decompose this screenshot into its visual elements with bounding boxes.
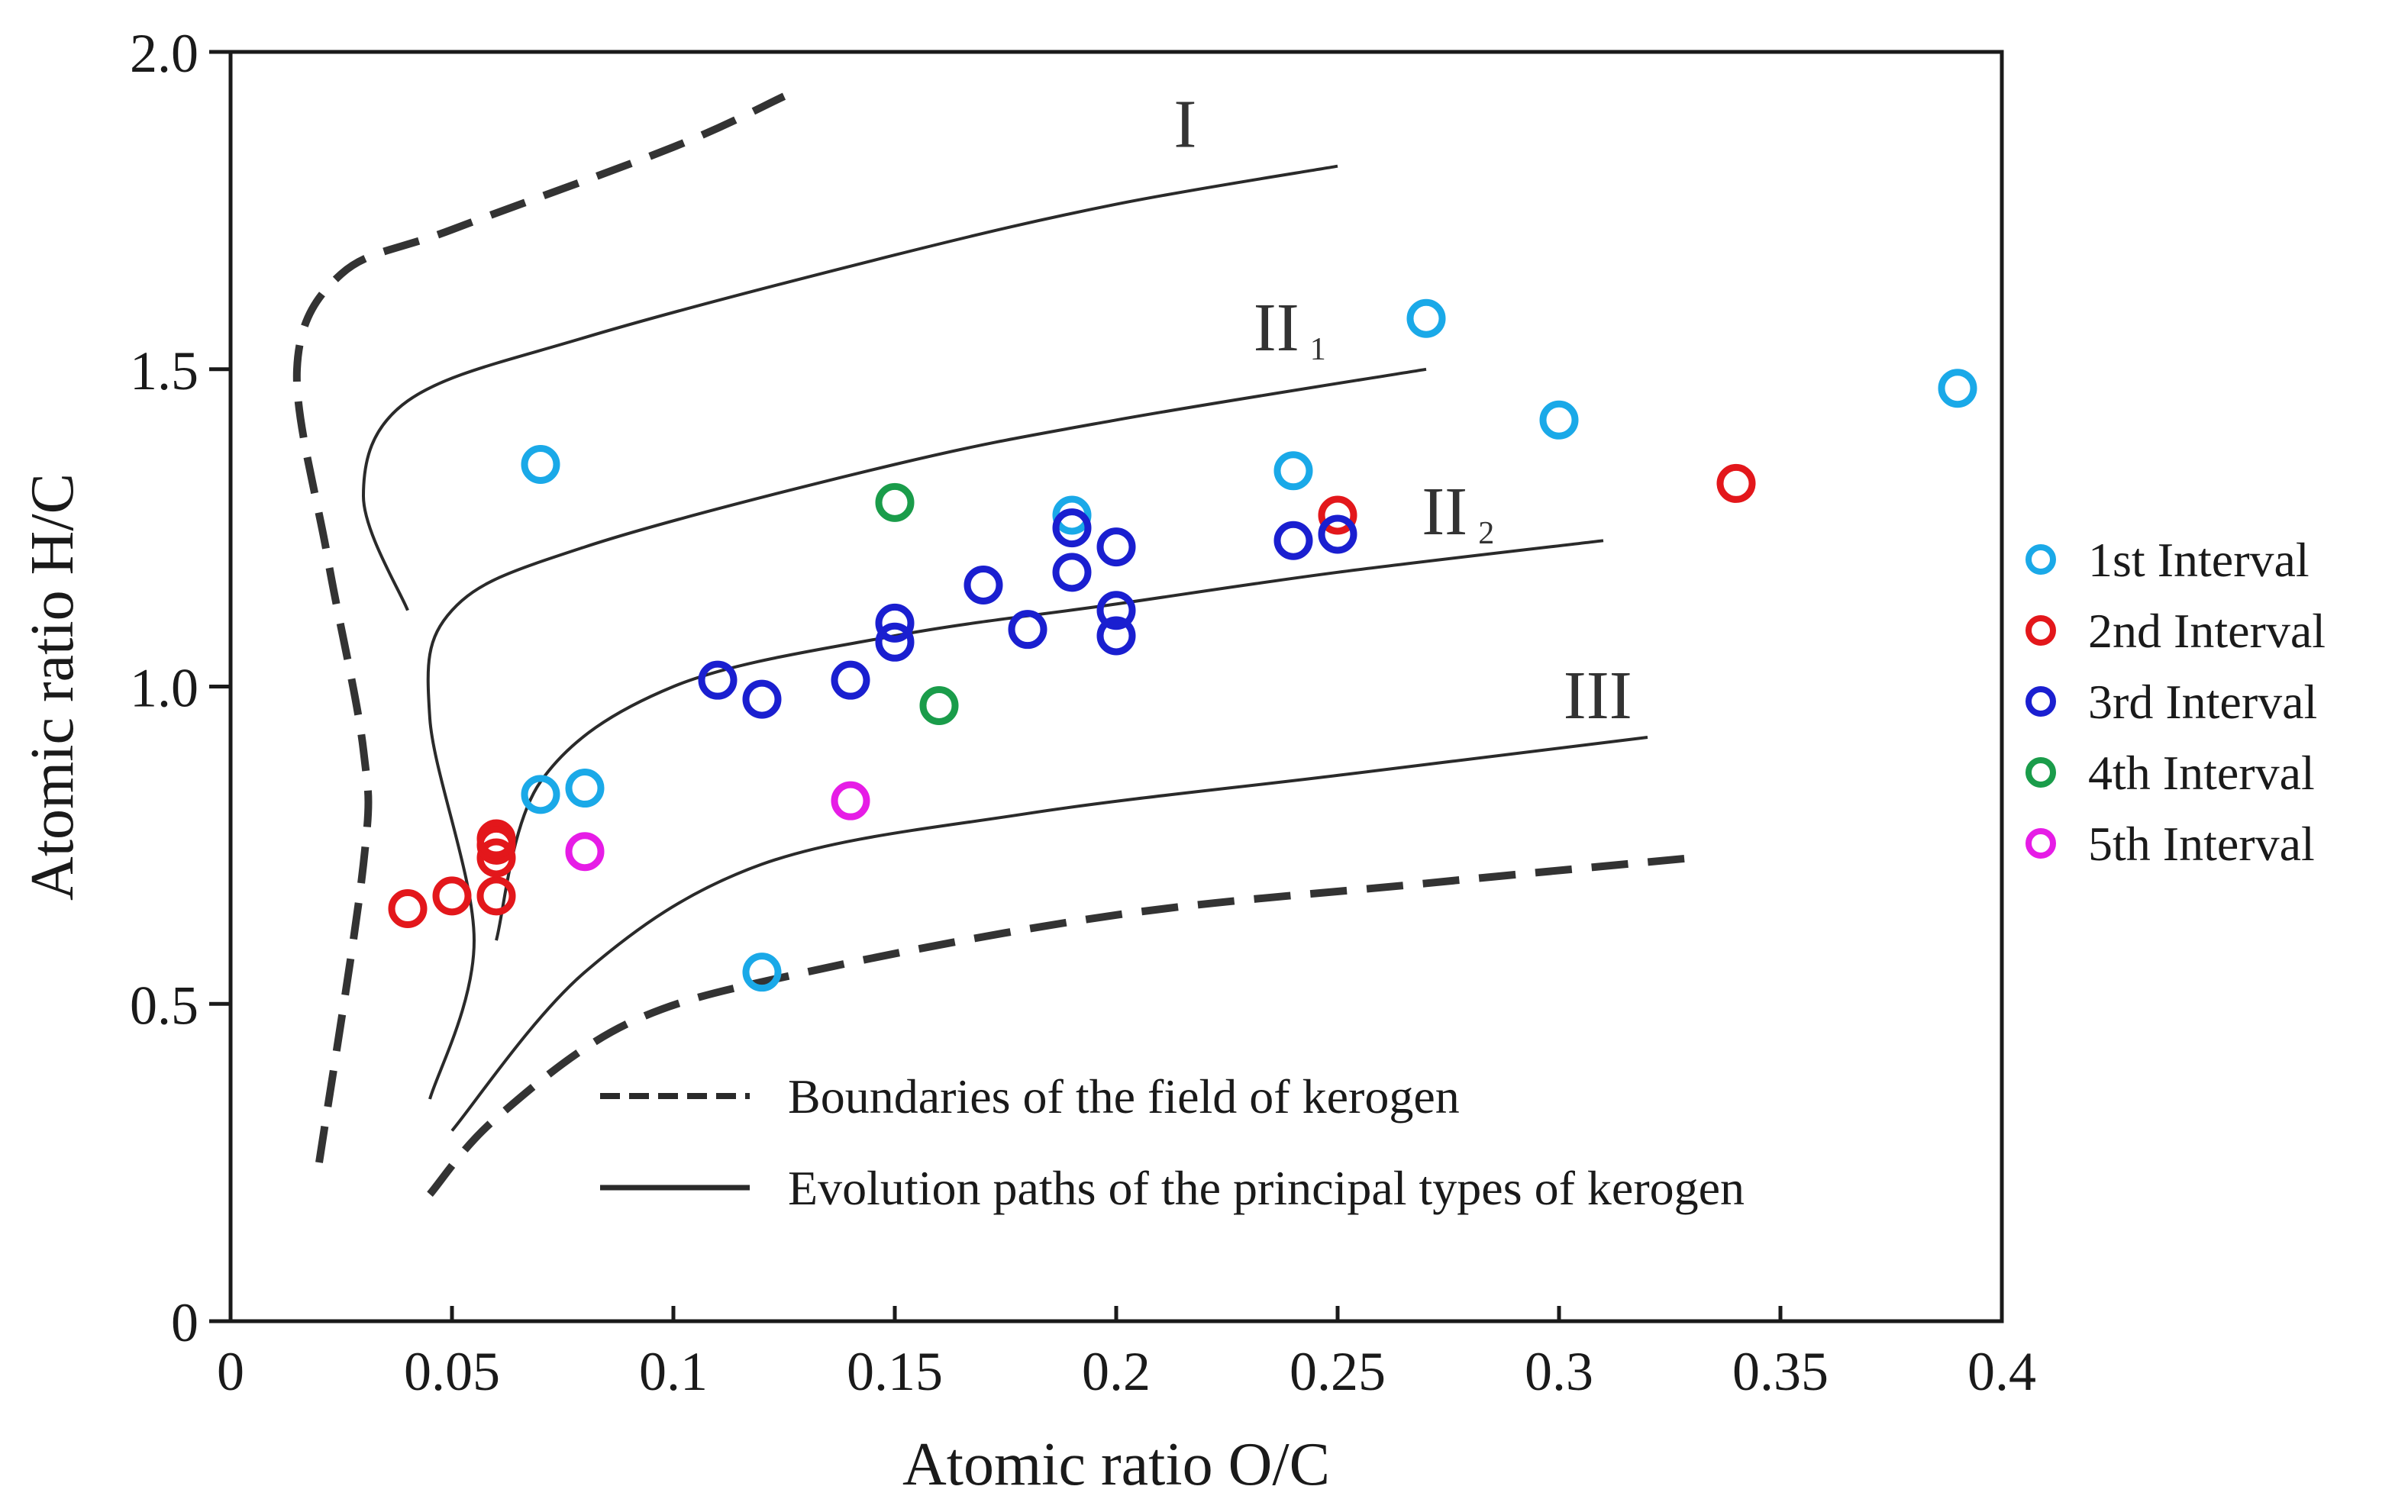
data-point-series-1 [1938, 369, 1977, 408]
key-label-solid: Evolution paths of the principal types o… [788, 1161, 1745, 1215]
type-II1-label: II [1254, 290, 1299, 366]
y-tick-label: 2.0 [130, 23, 199, 84]
y-tick-label: 1.0 [130, 658, 199, 719]
kerogen-boundary-upper [292, 92, 786, 1163]
data-point-series-2 [1716, 463, 1756, 503]
data-point-series-2 [1318, 495, 1357, 535]
x-tick-label: 0 [217, 1341, 244, 1402]
data-point-series-2 [476, 876, 516, 916]
legend-label: 5th Interval [2088, 817, 2315, 871]
ticks-layer: 0 0.05 0.1 0.15 0.2 0.25 0.3 0.35 0.4 0 0.5 1.0 1.5 2… [130, 23, 2036, 1402]
type-III-label: III [1564, 658, 1632, 733]
data-point-series-1 [1273, 451, 1313, 491]
legend-marker [2025, 686, 2056, 717]
legend-marker [2025, 615, 2056, 646]
data-point-series-1 [521, 775, 560, 814]
data-point-series-3 [1096, 527, 1136, 567]
legend: 1st Interval 2nd Interval 3rd Interval 4th … [2025, 533, 2326, 871]
x-axis-title: Atomic ratio O/C [902, 1431, 1330, 1498]
data-point-series-1 [1406, 298, 1446, 338]
kerogen-boundary-lower [427, 854, 1693, 1197]
legend-marker [2025, 544, 2056, 575]
key-label-dashed: Boundaries of the field of kerogen [788, 1069, 1460, 1124]
legend-label: 4th Interval [2088, 746, 2315, 800]
data-point-series-3 [1052, 508, 1092, 548]
data-point-series-4 [919, 685, 959, 725]
plot-frame [228, 50, 2004, 1323]
y-tick-label: 1.5 [130, 340, 199, 401]
data-point-series-3 [1096, 616, 1136, 656]
data-point-series-3 [875, 603, 915, 643]
x-tick-label: 0.4 [1967, 1341, 2036, 1402]
data-point-series-3 [1052, 553, 1092, 592]
x-tick-label: 0.05 [404, 1341, 500, 1402]
data-point-series-2 [388, 889, 428, 929]
data-point-series-3 [964, 565, 1003, 604]
y-axis-title: Atomic ratio H/C [19, 473, 86, 901]
y-tick-label: 0.5 [130, 975, 199, 1036]
type-I-label: I [1173, 87, 1196, 163]
legend-label: 2nd Interval [2088, 604, 2326, 658]
type-II1-label-subscript: 1 [1310, 332, 1326, 367]
data-point-series-5 [831, 781, 870, 820]
data-point-series-3 [1096, 591, 1136, 630]
data-point-series-3 [742, 679, 782, 719]
data-point-series-2 [476, 838, 516, 878]
x-tick-label: 0.25 [1290, 1341, 1386, 1402]
y-tick-label: 0 [171, 1292, 199, 1353]
data-point-series-3 [831, 660, 870, 700]
path-I [361, 164, 1338, 611]
data-point-series-3 [875, 622, 915, 662]
data-point-series-3 [1318, 514, 1357, 554]
path-III [450, 736, 1648, 1132]
data-points [388, 298, 1977, 992]
legend-label: 1st Interval [2088, 533, 2310, 587]
x-tick-label: 0.2 [1082, 1341, 1151, 1402]
data-point-series-3 [698, 660, 738, 700]
type-II2-label-subscript: 2 [1478, 516, 1494, 551]
data-point-series-3 [1008, 610, 1047, 650]
x-tick-label: 0.3 [1525, 1341, 1593, 1402]
x-tick-label: 0.15 [847, 1341, 943, 1402]
data-point-series-1 [565, 769, 605, 808]
data-point-series-2 [432, 876, 472, 916]
curves-layer [292, 92, 1693, 1197]
data-point-series-1 [1539, 400, 1579, 440]
legend-label: 3rd Interval [2088, 675, 2317, 729]
data-point-series-3 [1273, 521, 1313, 560]
data-point-series-5 [565, 832, 605, 872]
line-style-key: Boundaries of the field of kerogen Evolut… [600, 1069, 1745, 1215]
data-point-series-1 [521, 444, 560, 484]
legend-marker [2025, 828, 2056, 859]
data-point-series-1 [1052, 495, 1092, 535]
data-point-series-1 [742, 953, 782, 992]
type-II2-label: II [1422, 474, 1467, 550]
x-tick-label: 0.35 [1732, 1341, 1829, 1402]
data-point-series-4 [875, 482, 915, 522]
path-II2 [495, 539, 1604, 941]
legend-marker [2025, 757, 2056, 788]
data-point-series-2 [476, 819, 516, 859]
x-tick-label: 0.1 [639, 1341, 708, 1402]
